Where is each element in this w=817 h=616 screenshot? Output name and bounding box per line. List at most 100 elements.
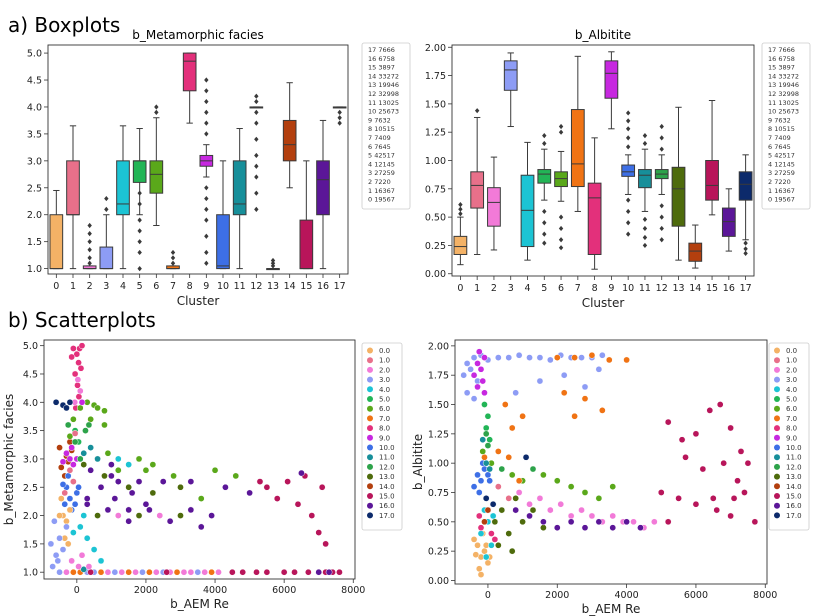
chart1-outlier xyxy=(542,220,547,226)
chart3-point xyxy=(515,477,523,485)
legend-count-entry: 7 7409 xyxy=(368,134,391,142)
legend-count-entry: 0 19567 xyxy=(768,196,795,204)
chart3-point xyxy=(595,495,603,502)
chart3-xtick-label: 4000 xyxy=(615,590,639,601)
legend-count-entry: 11 13025 xyxy=(368,99,399,107)
chart2-point xyxy=(52,551,60,559)
chart3-point xyxy=(477,477,485,485)
chart3-point xyxy=(571,354,578,361)
legend-swatch xyxy=(367,376,373,383)
chart3-point xyxy=(494,541,502,549)
legend-cluster-entry: 13.0 xyxy=(786,473,802,481)
legend-count-entry: 14 33272 xyxy=(768,72,799,80)
legend-swatch xyxy=(774,425,780,432)
chart0-outlier xyxy=(204,206,209,212)
chart3-point xyxy=(751,518,759,526)
chart3-point xyxy=(578,506,585,514)
chart1-box xyxy=(520,174,535,248)
legend-swatch xyxy=(774,483,780,490)
chart2-point xyxy=(315,529,323,536)
legend-cluster-entry: 10.0 xyxy=(379,444,395,452)
chart3-point xyxy=(546,506,554,514)
chart2-point xyxy=(61,489,69,497)
chart2-point xyxy=(56,534,63,542)
chart3-point xyxy=(489,500,497,508)
chart0-outlier xyxy=(87,260,92,266)
chart1-xtick-label: 4 xyxy=(524,283,530,294)
legend-swatch xyxy=(774,502,780,509)
chart3-point xyxy=(609,524,617,532)
chart2-point xyxy=(125,461,133,468)
chart2-point xyxy=(59,481,67,488)
legend-swatch xyxy=(367,454,373,461)
chart3-point xyxy=(475,512,483,520)
chart3-point xyxy=(581,383,589,391)
chart3-point xyxy=(526,354,533,361)
chart3-point xyxy=(598,351,606,359)
chart3-point xyxy=(467,365,474,373)
chart0-box xyxy=(149,160,164,194)
chart0-box xyxy=(299,219,314,270)
chart3-point xyxy=(623,518,630,526)
chart1-outlier xyxy=(659,225,664,232)
chart3-point xyxy=(484,442,492,449)
chart0-outlier xyxy=(137,249,142,256)
chart2-point xyxy=(94,455,101,463)
chart3-point xyxy=(557,500,565,508)
chart2-point xyxy=(166,517,174,525)
chart1-outlier xyxy=(642,216,648,222)
chart2-point xyxy=(64,472,72,480)
legend-swatch xyxy=(367,463,373,470)
chart0-outlier xyxy=(104,206,109,212)
chart2-point xyxy=(66,466,74,474)
chart3-ytick-label: 1.50 xyxy=(428,400,449,411)
chart1-box xyxy=(688,242,703,262)
chart2-point xyxy=(97,483,105,491)
chart0-outlier xyxy=(254,174,259,180)
legend-cluster-entry: 13.0 xyxy=(379,473,395,481)
chart3-point xyxy=(519,518,526,526)
chart3-ytick-label: 0.25 xyxy=(428,547,449,558)
chart3-point xyxy=(482,459,490,467)
chart2-point xyxy=(263,483,271,491)
chart2-frame xyxy=(43,339,356,580)
chart1-ytick-label: 0.50 xyxy=(425,213,446,224)
legend-count-entry: 5 42517 xyxy=(368,152,395,160)
chart2-point xyxy=(57,495,65,502)
chart2-point xyxy=(73,350,81,358)
chart3-point xyxy=(508,547,516,555)
chart2-point xyxy=(57,464,65,471)
chart2-point xyxy=(180,568,188,576)
chart3-point xyxy=(482,495,490,502)
chart1-xtick-label: 1 xyxy=(474,283,480,294)
chart3-point xyxy=(519,412,526,420)
chart0-outlier xyxy=(87,247,92,253)
chart1-outlier xyxy=(659,123,664,130)
chart0-xtick-label: 8 xyxy=(187,281,193,292)
legend-cluster-entry: 2.0 xyxy=(379,366,390,374)
chart0-box xyxy=(216,214,230,270)
chart2-point xyxy=(54,557,62,565)
chart2-point xyxy=(68,557,75,565)
chart3-point xyxy=(475,348,483,356)
chart0-xtick-label: 11 xyxy=(234,281,246,292)
chart0-outlier xyxy=(154,104,159,110)
legend-swatch xyxy=(774,444,780,451)
chart1-ytick-label: 1.75 xyxy=(425,71,446,82)
chart3-xtick-label: 6000 xyxy=(684,590,708,601)
chart2-point xyxy=(56,568,63,576)
chart3-point xyxy=(581,395,589,403)
chart0-outlier xyxy=(87,239,92,245)
legend-cluster-entry: 0.0 xyxy=(379,347,390,355)
chart2-point xyxy=(273,495,281,502)
chart0-outlier xyxy=(254,109,259,115)
chart1-outlier xyxy=(659,237,664,243)
chart3-ytick-label: 0.00 xyxy=(428,576,449,587)
chart2-point xyxy=(71,370,79,378)
legend-count-entry: 12 32998 xyxy=(768,90,799,98)
chart0-ytick-label: 3.0 xyxy=(27,156,42,167)
chart3-point xyxy=(730,495,738,502)
chart1-outlier xyxy=(625,220,631,226)
chart0-box xyxy=(182,52,197,92)
legend-swatch xyxy=(367,434,373,441)
